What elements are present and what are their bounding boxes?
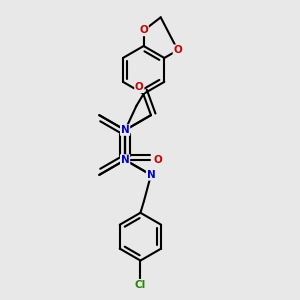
Text: N: N	[147, 170, 155, 180]
Text: N: N	[121, 155, 130, 165]
Text: N: N	[121, 125, 130, 135]
Text: O: O	[139, 26, 148, 35]
Text: O: O	[153, 155, 162, 165]
Text: O: O	[135, 82, 144, 92]
Text: Cl: Cl	[135, 280, 146, 290]
Text: O: O	[173, 45, 182, 55]
